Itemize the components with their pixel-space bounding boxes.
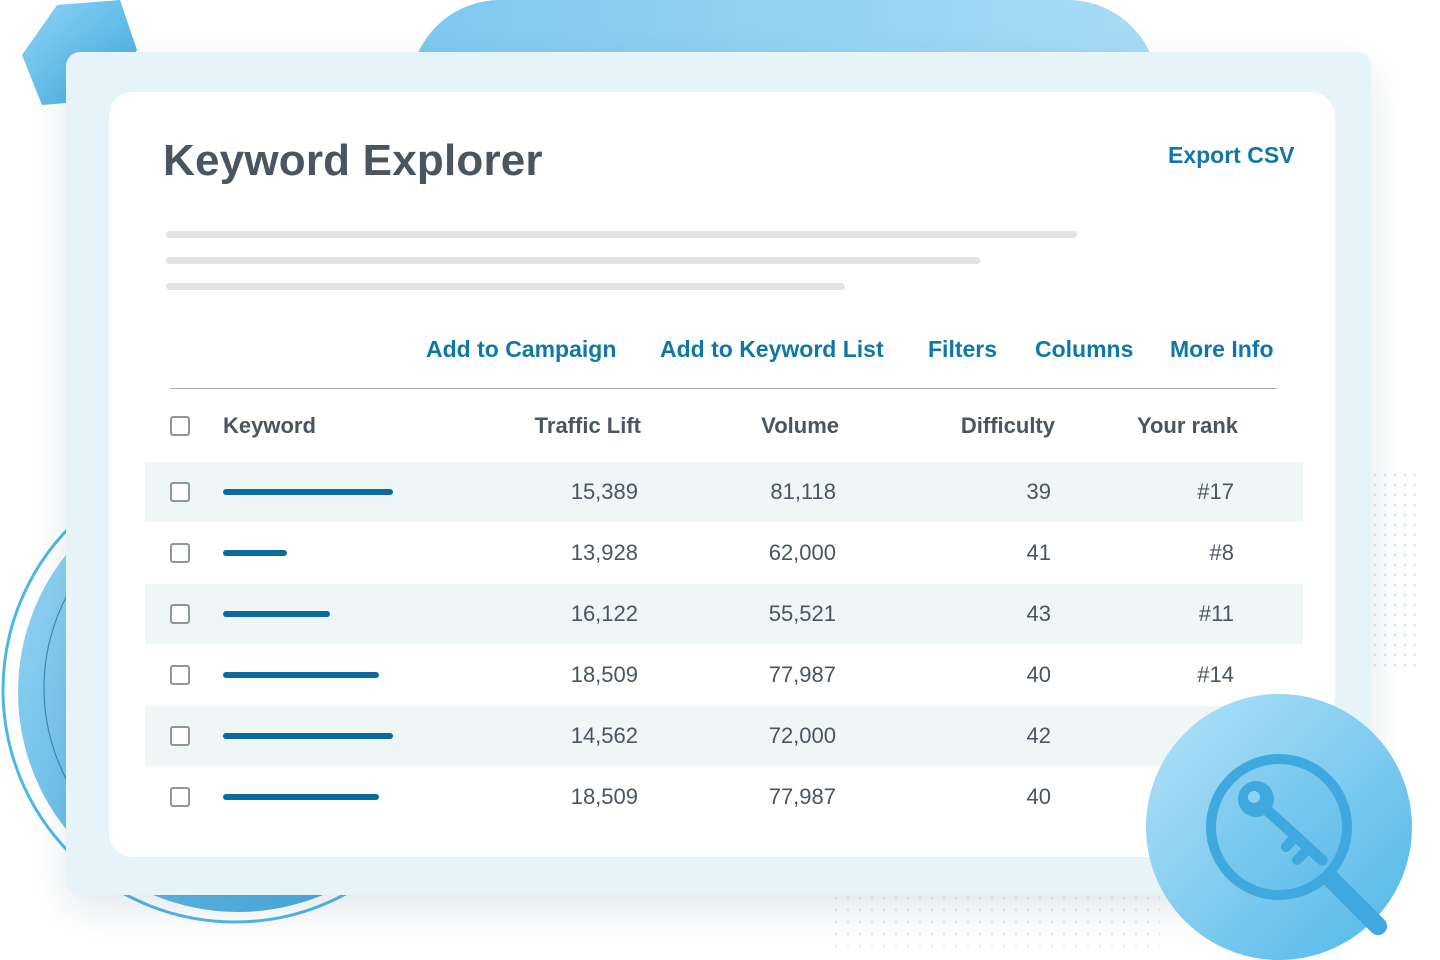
skeleton-line [166, 257, 980, 264]
column-header-volume[interactable]: Volume [761, 413, 839, 438]
keyword-placeholder-bar [223, 794, 379, 800]
export-csv-link[interactable]: Export CSV [1168, 142, 1295, 168]
volume-cell: 62,000 [768, 540, 836, 565]
keyword-placeholder-bar [223, 672, 379, 678]
difficulty-cell: 42 [1026, 723, 1051, 748]
column-header-keyword[interactable]: Keyword [223, 413, 316, 438]
row-checkbox[interactable] [170, 482, 190, 502]
columns-button[interactable]: Columns [1035, 336, 1134, 362]
row-checkbox[interactable] [170, 726, 190, 746]
table-row[interactable]: 18,509 77,987 40 #14 [145, 645, 1303, 705]
traffic-lift-cell: 14,562 [570, 723, 638, 748]
table-row[interactable]: 15,389 81,118 39 #17 [145, 462, 1303, 522]
row-checkbox[interactable] [170, 787, 190, 807]
keyword-placeholder-bar [223, 550, 287, 556]
keyword-placeholder-bar [223, 611, 330, 617]
keyword-placeholder-bar [223, 489, 393, 495]
column-header-difficulty[interactable]: Difficulty [960, 413, 1055, 438]
add-to-keyword-list-button[interactable]: Add to Keyword List [660, 336, 884, 362]
filters-button[interactable]: Filters [928, 336, 998, 362]
keyword-placeholder-bar [223, 733, 393, 739]
rank-cell: #17 [1197, 479, 1234, 504]
difficulty-cell: 39 [1026, 479, 1051, 504]
table-row[interactable]: 16,122 55,521 43 #11 [145, 584, 1303, 644]
difficulty-cell: 40 [1026, 784, 1051, 809]
more-info-button[interactable]: More Info [1170, 336, 1274, 362]
row-checkbox[interactable] [170, 604, 190, 624]
difficulty-cell: 40 [1026, 662, 1051, 687]
toolbar-divider [170, 388, 1277, 389]
traffic-lift-cell: 15,389 [570, 479, 638, 504]
column-header-traffic-lift[interactable]: Traffic Lift [534, 413, 641, 438]
select-all-checkbox[interactable] [170, 416, 190, 436]
difficulty-cell: 43 [1026, 601, 1051, 626]
add-to-campaign-button[interactable]: Add to Campaign [426, 336, 617, 362]
skeleton-line [166, 231, 1077, 238]
table-row[interactable]: 13,928 62,000 41 #8 [145, 523, 1303, 583]
volume-cell: 55,521 [768, 601, 836, 626]
traffic-lift-cell: 18,509 [570, 784, 638, 809]
rank-cell: #11 [1198, 601, 1234, 626]
volume-cell: 81,118 [770, 479, 836, 504]
rank-cell: #8 [1209, 540, 1234, 565]
skeleton-line [166, 283, 845, 290]
volume-cell: 72,000 [768, 723, 836, 748]
row-checkbox[interactable] [170, 543, 190, 563]
key-magnifier-icon [1146, 694, 1412, 960]
traffic-lift-cell: 16,122 [570, 601, 638, 626]
column-header-your-rank[interactable]: Your rank [1136, 413, 1238, 438]
traffic-lift-cell: 13,928 [570, 540, 638, 565]
volume-cell: 77,987 [768, 662, 836, 687]
table-header: Keyword Traffic Lift Volume Difficulty Y… [145, 396, 1303, 456]
table-row[interactable]: 14,562 72,000 42 [145, 706, 1303, 766]
traffic-lift-cell: 18,509 [570, 662, 638, 687]
rank-cell: #14 [1197, 662, 1234, 687]
difficulty-cell: 41 [1026, 540, 1051, 565]
volume-cell: 77,987 [768, 784, 836, 809]
page-title: Keyword Explorer [163, 136, 543, 185]
table-row[interactable]: 18,509 77,987 40 [145, 767, 1303, 827]
row-checkbox[interactable] [170, 665, 190, 685]
